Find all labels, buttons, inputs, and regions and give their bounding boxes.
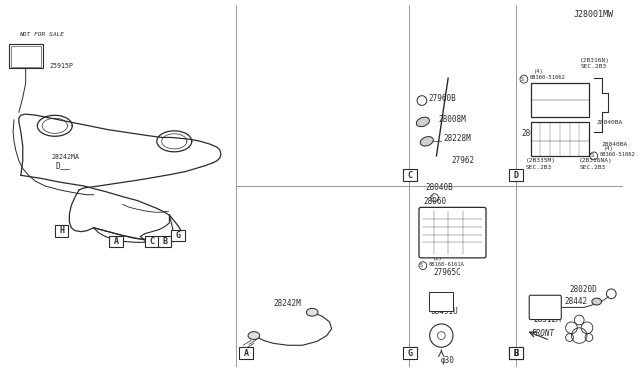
Bar xyxy=(55,225,68,237)
Text: FRONT: FRONT xyxy=(532,328,555,337)
Text: 28040BA: 28040BA xyxy=(596,120,623,125)
Text: H: H xyxy=(514,349,518,357)
FancyBboxPatch shape xyxy=(419,207,486,258)
Text: 68491U: 68491U xyxy=(431,307,458,316)
Ellipse shape xyxy=(248,332,260,339)
Text: S: S xyxy=(419,263,422,268)
Text: 08360-51062: 08360-51062 xyxy=(600,152,636,157)
Text: S: S xyxy=(520,77,524,82)
Text: (2B335M): (2B335M) xyxy=(526,158,556,163)
Text: (2B316N): (2B316N) xyxy=(580,58,610,63)
Text: B: B xyxy=(514,349,518,357)
Text: D: D xyxy=(514,171,518,180)
Text: SEC.2B3: SEC.2B3 xyxy=(579,164,605,170)
Text: 08168-6161A: 08168-6161A xyxy=(429,262,465,267)
Bar xyxy=(509,347,523,359)
Text: B: B xyxy=(162,237,167,246)
Text: 28020D: 28020D xyxy=(570,285,597,294)
Text: 28312M: 28312M xyxy=(534,315,561,324)
Bar xyxy=(509,347,523,359)
Ellipse shape xyxy=(592,298,602,305)
Text: 08360-51062: 08360-51062 xyxy=(530,75,566,80)
Text: 28228M: 28228M xyxy=(444,134,471,143)
Text: S: S xyxy=(431,195,434,200)
Text: 28040B: 28040B xyxy=(426,183,454,192)
Text: A: A xyxy=(244,349,248,357)
Text: SEC.2B3: SEC.2B3 xyxy=(526,164,552,170)
Bar xyxy=(531,83,589,117)
Ellipse shape xyxy=(416,117,429,126)
Text: 28242M: 28242M xyxy=(273,299,301,308)
Text: 27960B: 27960B xyxy=(429,93,456,103)
Text: (2): (2) xyxy=(433,256,442,261)
Text: 25915P: 25915P xyxy=(50,64,74,70)
Text: 28051: 28051 xyxy=(521,129,544,138)
Ellipse shape xyxy=(420,137,433,146)
Text: NOT FOR SALE: NOT FOR SALE xyxy=(19,32,64,38)
Bar xyxy=(403,347,417,359)
Text: (4): (4) xyxy=(604,146,613,151)
Text: 27962: 27962 xyxy=(451,156,474,165)
Text: 28442: 28442 xyxy=(564,298,588,307)
Text: 28040BA: 28040BA xyxy=(602,142,628,147)
Text: (4): (4) xyxy=(534,69,543,74)
FancyBboxPatch shape xyxy=(529,295,561,320)
Text: J28001MW: J28001MW xyxy=(574,10,614,19)
Bar xyxy=(172,230,185,241)
Text: G: G xyxy=(408,349,413,357)
Bar xyxy=(531,122,589,156)
Bar xyxy=(403,170,417,181)
Bar xyxy=(11,46,41,67)
Bar xyxy=(9,44,43,68)
Ellipse shape xyxy=(307,308,318,316)
Bar xyxy=(239,347,253,359)
Text: C: C xyxy=(149,237,154,246)
Text: 27965C: 27965C xyxy=(433,268,461,278)
Text: 28008M: 28008M xyxy=(438,115,466,124)
Text: 28242MA: 28242MA xyxy=(52,154,80,160)
Text: (2B316NA): (2B316NA) xyxy=(579,158,613,163)
Text: G: G xyxy=(175,231,180,240)
Text: D: D xyxy=(56,161,60,170)
Bar xyxy=(109,235,123,247)
Bar xyxy=(429,292,453,311)
Text: H: H xyxy=(59,226,64,235)
Text: SEC.2B3: SEC.2B3 xyxy=(580,64,607,70)
Text: C: C xyxy=(408,171,413,180)
Bar xyxy=(509,170,523,181)
Text: 28060: 28060 xyxy=(424,198,447,206)
Text: A: A xyxy=(113,237,118,246)
Text: S: S xyxy=(590,153,593,158)
Bar xyxy=(157,235,172,247)
Text: φ30: φ30 xyxy=(440,356,454,365)
Bar xyxy=(145,235,159,247)
